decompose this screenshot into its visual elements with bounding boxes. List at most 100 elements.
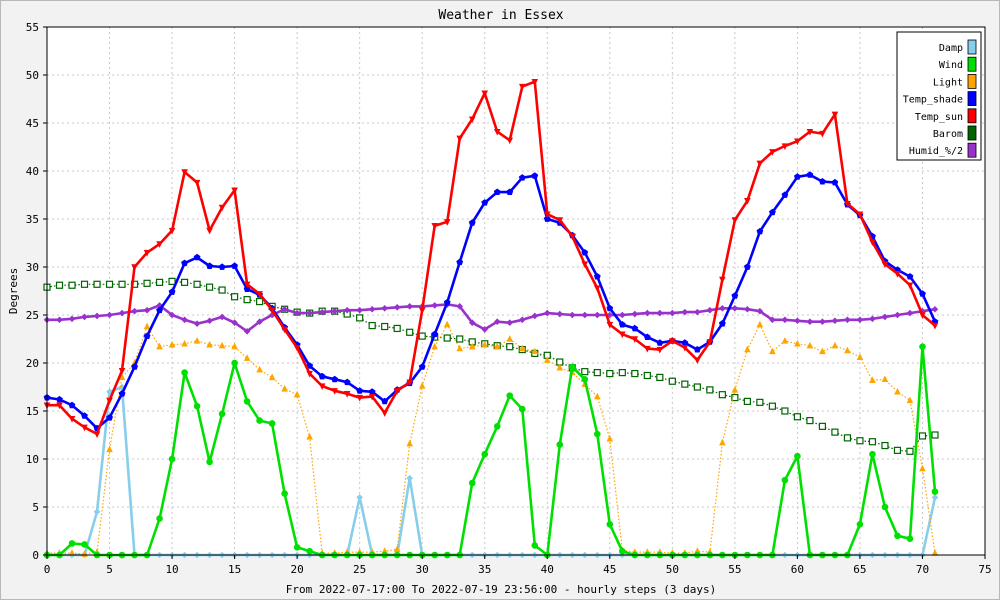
data-point-temp-shade [56,395,63,403]
data-point-light [218,341,226,349]
data-point-temp-sun [906,282,914,290]
data-point-temp-sun [656,346,664,354]
y-tick-label: 20 [26,357,39,370]
x-tick-label: 15 [228,563,241,576]
data-point-light [744,345,751,353]
series-line-wind [47,345,937,557]
data-point-temp-shade [418,363,426,370]
data-point-barom [205,283,214,291]
data-point-barom [843,434,852,442]
data-point-temp-sun [518,83,526,91]
series-temp-sun [43,79,939,438]
data-point-temp-sun [719,276,726,284]
data-point-humid-2 [493,318,501,326]
data-point-humid-2 [206,317,213,325]
series-layer [43,79,939,559]
data-point-temp-shade [331,375,339,383]
data-point-humid-2 [156,302,163,309]
data-point-barom [168,277,176,285]
data-point-barom [906,447,914,455]
legend-label-temp-shade: Temp_shade [903,95,963,106]
data-point-barom [681,380,689,388]
data-point-humid-2 [744,305,751,313]
data-point-temp-shade [731,292,739,299]
data-point-wind [468,479,476,487]
data-point-wind [581,376,589,383]
data-point-barom [768,402,776,410]
data-point-humid-2 [268,311,276,319]
data-point-temp-sun [393,388,401,395]
data-point-damp [106,388,113,396]
data-point-humid-2 [81,313,88,321]
y-tick-label: 45 [26,117,39,130]
data-point-humid-2 [406,303,413,310]
data-point-temp-sun [831,111,839,119]
data-point-light [243,354,251,361]
data-point-temp-sun [231,187,238,195]
data-point-light [593,392,601,400]
data-point-humid-2 [719,304,726,312]
data-point-temp-sun [268,307,276,315]
data-point-temp-sun [468,116,476,124]
data-point-temp-sun [368,393,376,401]
y-tick-label: 55 [26,21,39,34]
y-tick-label: 25 [26,309,39,322]
series-wind [43,343,939,559]
data-point-barom [656,373,664,381]
data-point-light [306,433,313,440]
data-point-light [906,396,914,404]
data-point-light [731,385,739,393]
data-point-light [606,434,614,442]
data-point-barom [693,383,701,391]
data-point-temp-sun [243,281,251,289]
data-point-barom [668,377,676,385]
y-axis-label: Degrees [7,268,20,314]
data-point-temp-shade [906,273,914,280]
data-point-temp-shade [656,339,664,346]
x-axis-label: From 2022-07-17:00 To 2022-07-19 23:56:0… [286,583,716,596]
data-point-temp-sun [819,130,826,138]
data-point-humid-2 [556,310,564,318]
data-point-humid-2 [168,311,176,319]
data-point-light [293,390,301,398]
data-point-temp-sun [531,79,539,86]
data-point-temp-sun [256,291,263,298]
data-point-humid-2 [619,311,626,319]
chart-title: Weather in Essex [438,8,563,23]
data-point-wind [306,547,313,555]
x-tick-label: 45 [603,563,616,576]
data-point-wind [781,476,789,484]
data-point-wind [493,423,501,430]
x-tick-label: 10 [165,563,178,576]
data-point-temp-sun [431,223,439,230]
data-point-temp-sun [756,160,764,168]
data-point-wind [181,369,188,376]
data-point-light [181,339,188,347]
data-point-light [531,347,539,355]
x-tick-label: 20 [291,563,304,576]
series-light [43,320,939,557]
legend-label-damp: Damp [939,43,963,54]
data-point-humid-2 [581,311,589,319]
data-point-humid-2 [644,309,651,317]
data-point-humid-2 [518,316,526,324]
data-point-temp-shade [781,191,789,198]
data-point-light [543,356,551,363]
data-point-temp-sun [744,198,751,205]
data-point-barom [143,279,151,287]
data-point-temp-shade [919,290,926,297]
data-point-humid-2 [293,309,301,317]
data-point-light [506,335,514,342]
data-point-temp-sun [543,211,551,219]
data-point-light [806,341,814,349]
data-point-wind [506,392,514,399]
data-point-humid-2 [769,316,776,324]
data-point-light [869,376,876,383]
data-point-light [443,320,451,328]
data-point-light [143,322,151,330]
data-point-wind [619,547,626,555]
data-point-temp-sun [869,239,876,246]
data-point-humid-2 [468,319,476,326]
data-point-temp-sun [619,331,626,339]
x-tick-label: 75 [978,563,991,576]
